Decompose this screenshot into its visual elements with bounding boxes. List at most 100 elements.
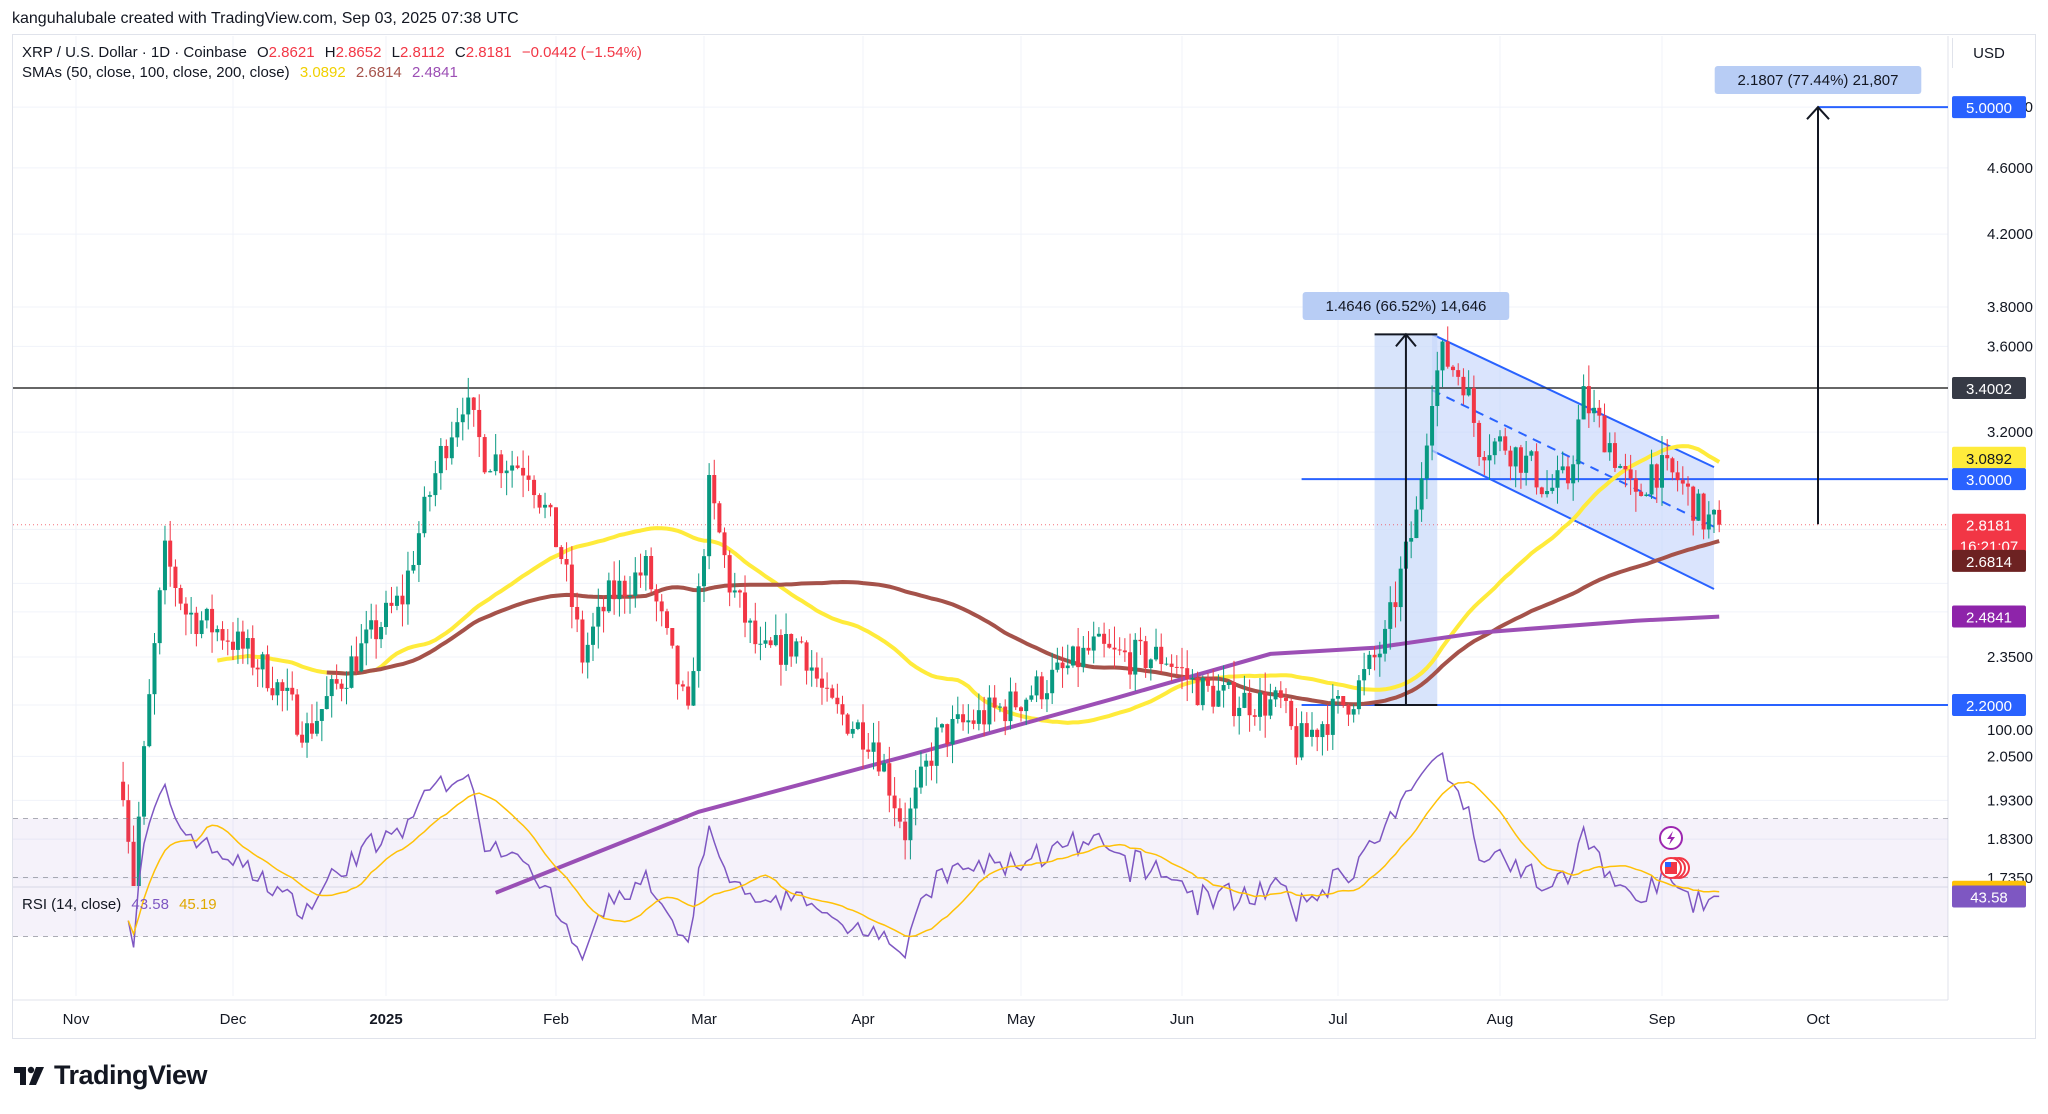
candle-body (1242, 692, 1247, 708)
candle-body (866, 749, 871, 752)
candle (344, 671, 349, 705)
candle-body (1117, 649, 1122, 651)
candle-body (1029, 695, 1034, 700)
candle (601, 596, 606, 633)
candle-body (1346, 705, 1351, 715)
candle-body (1372, 654, 1377, 658)
candle (142, 740, 147, 825)
candle-body (1628, 469, 1633, 479)
candle-body (1024, 699, 1029, 712)
candle-body (471, 397, 476, 410)
x-tick-label: Nov (63, 1011, 90, 1028)
candle (433, 461, 438, 507)
candle-body (1518, 447, 1523, 473)
candle-body (1128, 652, 1133, 675)
candle (830, 684, 835, 700)
price-label-level: 5.0000 (1952, 96, 2026, 119)
candle-body (1096, 633, 1101, 637)
price-label-bg (1952, 513, 2026, 558)
y-tick-label: 3.2000 (1987, 424, 2033, 441)
candle (152, 632, 157, 715)
candle (799, 636, 804, 644)
candle (1686, 476, 1690, 506)
candle-body (1445, 341, 1450, 367)
candle-body (1639, 491, 1644, 496)
candle (1398, 556, 1403, 622)
candle (1206, 673, 1210, 692)
candle-body (934, 727, 939, 766)
candle (997, 703, 1002, 713)
candle-body (1665, 455, 1670, 459)
currency-selector[interactable]: USD (1952, 38, 2025, 68)
candle (945, 723, 950, 758)
candle (876, 721, 881, 776)
symbol-legend[interactable]: XRP / U.S. Dollar · 1D · Coinbase O2.862… (22, 44, 642, 61)
candle-body (1055, 662, 1060, 670)
candle-body (835, 697, 840, 705)
candle (1154, 628, 1159, 662)
price-label-bg (1952, 96, 2026, 119)
candle-body (183, 603, 188, 615)
rsi-legend[interactable]: RSI (14, close) 43.58 45.19 (22, 896, 223, 913)
candle (717, 501, 722, 534)
candle-body (1654, 464, 1659, 488)
candle (628, 576, 632, 614)
candle (444, 439, 449, 471)
price-label-bg (1952, 446, 2026, 469)
candle (1644, 492, 1649, 497)
candle-body (929, 760, 934, 766)
candle (290, 671, 295, 701)
candle-body (913, 787, 918, 809)
candle-body (1571, 464, 1576, 484)
candle-body (976, 710, 981, 724)
candle-body (329, 679, 334, 697)
candle-body (1675, 472, 1680, 481)
candle-body (449, 437, 454, 459)
candle (617, 560, 622, 617)
us-flag-event-icon[interactable] (1660, 857, 1690, 879)
candle (1138, 627, 1143, 655)
candle (554, 507, 558, 548)
candle (173, 559, 178, 607)
candle (1185, 650, 1190, 702)
candle-body (250, 638, 255, 668)
candle-body (1409, 538, 1414, 542)
candle-body (1169, 663, 1174, 667)
candle (455, 407, 460, 447)
candle (285, 668, 290, 711)
candle-body (178, 588, 183, 604)
candle (1586, 365, 1591, 428)
candle-body (825, 687, 830, 689)
candle (1445, 326, 1450, 369)
candle (314, 701, 319, 737)
candle-body (722, 532, 727, 556)
candle-body (1289, 700, 1294, 727)
candle-body (460, 414, 465, 423)
candle-body (1477, 422, 1482, 458)
x-tick-label: Apr (851, 1011, 874, 1028)
candle (1081, 636, 1086, 673)
sma-legend[interactable]: SMAs (50, close, 100, close, 200, close)… (22, 64, 464, 81)
candle-body (1466, 387, 1471, 396)
candle-body (126, 800, 131, 842)
rsi-value: 43.58 (131, 896, 169, 913)
candle (1680, 466, 1685, 495)
candle (543, 492, 548, 519)
candle (1717, 500, 1722, 533)
candle (1466, 370, 1471, 397)
candle (1367, 650, 1372, 676)
candle (1019, 706, 1023, 722)
candle-body (830, 688, 835, 698)
candle (1383, 620, 1388, 662)
candle (1414, 496, 1419, 539)
candle-body (444, 445, 449, 459)
candle-body (1237, 707, 1242, 717)
candle-body (569, 564, 574, 607)
candle (659, 594, 664, 627)
tradingview-brand[interactable]: TradingView (14, 1060, 208, 1091)
candle-body (850, 728, 855, 734)
candle-body (1440, 341, 1445, 371)
candle-body (987, 697, 992, 725)
lightning-event-icon[interactable] (1659, 826, 1683, 850)
